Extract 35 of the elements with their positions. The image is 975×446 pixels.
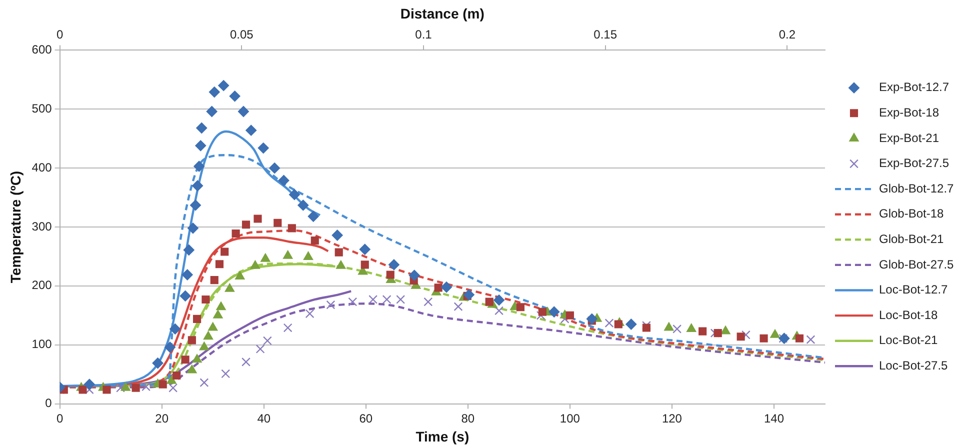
x-tick-label: 40 [257, 411, 271, 426]
legend-label: Exp-Bot-27.5 [879, 156, 950, 170]
x-tick-label: 0 [56, 411, 64, 426]
legend-label: Exp-Bot-21 [879, 130, 940, 145]
legend-label: Glob-Bot-27.5 [879, 257, 954, 272]
y-tick-label: 0 [45, 396, 52, 410]
x-tick-label: 100 [560, 411, 580, 426]
x-tick-label: 20 [155, 411, 169, 426]
x-tick-label: 140 [764, 411, 784, 426]
x2-tick-label: 0.05 [230, 27, 254, 42]
y-tick-label: 200 [32, 278, 52, 292]
x2-tick-label: 0.2 [778, 27, 796, 42]
x-tick-label: 60 [359, 411, 373, 426]
legend-label: Loc-Bot-12.7 [879, 282, 948, 297]
y-axis-title: Temperature (ºC) [7, 170, 24, 284]
legend-label: Loc-Bot-21 [879, 333, 938, 348]
x2-tick-label: 0 [56, 27, 64, 42]
legend-label: Glob-Bot-12.7 [879, 181, 954, 196]
x2-tick-label: 0.1 [415, 27, 432, 42]
x2-tick-label: 0.15 [594, 27, 618, 42]
legend-label: Glob-Bot-21 [879, 232, 944, 246]
y-tick-label: 100 [32, 337, 52, 352]
legend-label: Loc-Bot-27.5 [879, 358, 948, 372]
x-tick-label: 120 [662, 411, 682, 426]
legend-label: Exp-Bot-12.7 [879, 80, 950, 94]
x-axis-title: Time (s) [416, 428, 470, 444]
legend-label: Exp-Bot-18 [879, 105, 940, 120]
y-tick-label: 400 [32, 160, 52, 174]
y-tick-label: 600 [32, 42, 52, 57]
legend-label: Glob-Bot-18 [879, 206, 944, 221]
x-tick-label: 80 [461, 411, 475, 426]
y-tick-label: 500 [32, 101, 52, 116]
y-tick-label: 300 [32, 219, 52, 234]
legend-label: Loc-Bot-18 [879, 308, 938, 322]
x2-axis-title: Distance (m) [400, 5, 484, 22]
